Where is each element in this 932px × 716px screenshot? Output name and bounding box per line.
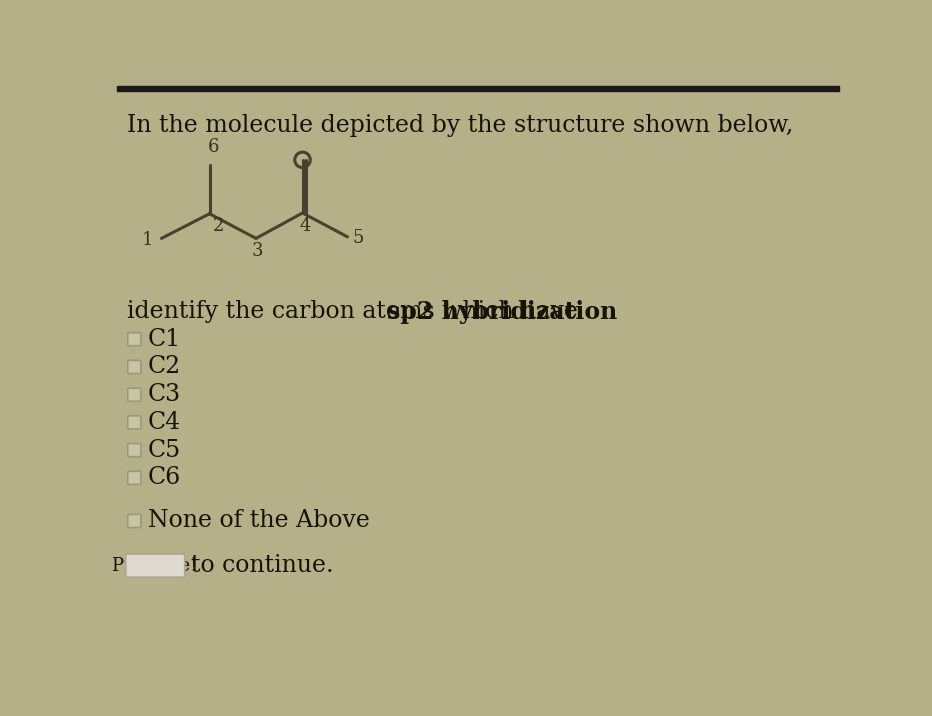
Text: 4: 4 <box>299 217 310 235</box>
FancyBboxPatch shape <box>128 333 141 346</box>
Text: C6: C6 <box>147 466 181 489</box>
Text: identify the carbon atoms which have: identify the carbon atoms which have <box>128 300 585 323</box>
Text: C5: C5 <box>147 439 181 462</box>
FancyBboxPatch shape <box>128 514 141 528</box>
Text: 3: 3 <box>252 242 264 260</box>
Text: Push me!: Push me! <box>113 556 198 575</box>
Text: 5: 5 <box>352 229 363 248</box>
Text: 2: 2 <box>212 217 224 235</box>
Text: C4: C4 <box>147 411 181 434</box>
FancyBboxPatch shape <box>128 416 141 429</box>
Text: sp2 hybridization: sp2 hybridization <box>387 300 617 324</box>
Text: C3: C3 <box>147 383 181 406</box>
FancyBboxPatch shape <box>128 444 141 457</box>
Text: In the molecule depicted by the structure shown below,: In the molecule depicted by the structur… <box>128 114 794 137</box>
Text: None of the Above: None of the Above <box>147 510 369 533</box>
FancyBboxPatch shape <box>128 360 141 374</box>
FancyBboxPatch shape <box>128 388 141 401</box>
Bar <box>116 86 839 92</box>
FancyBboxPatch shape <box>128 471 141 485</box>
Text: 6: 6 <box>208 138 219 156</box>
Text: C2: C2 <box>147 355 181 379</box>
FancyBboxPatch shape <box>126 554 185 577</box>
Text: C1: C1 <box>147 328 181 351</box>
Text: to continue.: to continue. <box>191 554 334 577</box>
Text: 1: 1 <box>143 231 154 249</box>
